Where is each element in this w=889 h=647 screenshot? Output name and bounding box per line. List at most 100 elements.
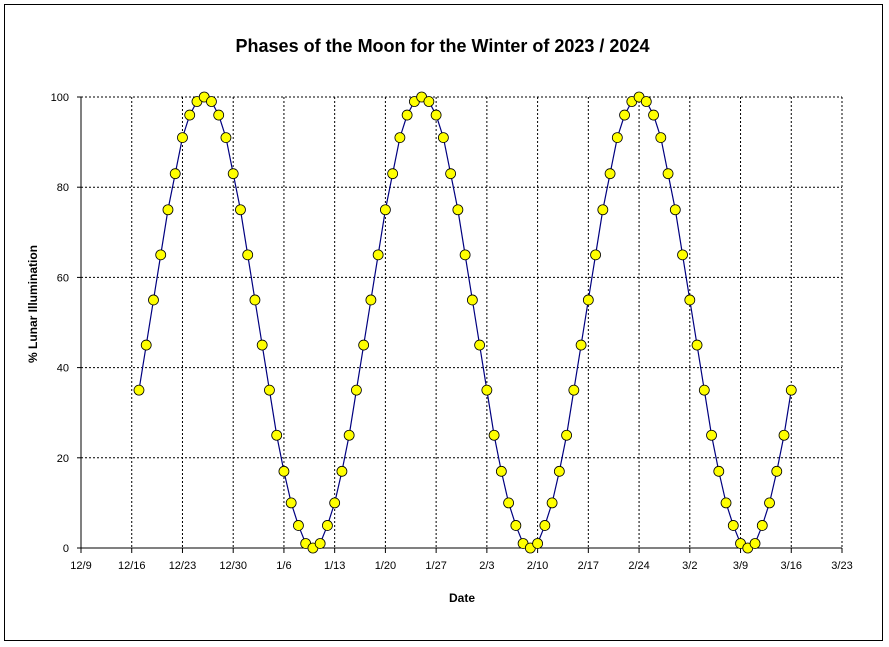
data-point xyxy=(184,109,196,121)
data-point xyxy=(756,520,768,531)
x-tick-label: 1/27 xyxy=(425,560,446,572)
x-tick-label: 1/6 xyxy=(276,560,291,572)
x-tick-label: 2/24 xyxy=(628,560,649,572)
data-point xyxy=(322,520,333,531)
x-tick-label: 12/23 xyxy=(169,560,197,572)
data-point xyxy=(611,132,623,143)
data-point xyxy=(445,168,457,180)
x-tick-label: 1/13 xyxy=(324,560,345,572)
x-tick-label: 2/10 xyxy=(527,560,548,572)
data-point xyxy=(387,168,399,180)
data-point xyxy=(466,294,478,306)
data-point xyxy=(271,429,283,441)
data-point xyxy=(401,109,413,121)
data-point xyxy=(351,384,362,396)
data-point xyxy=(220,132,232,143)
data-point xyxy=(177,132,188,143)
x-tick-label: 3/16 xyxy=(781,560,802,572)
x-tick-label: 2/3 xyxy=(479,560,494,572)
data-point xyxy=(264,384,275,396)
x-tick-label: 2/17 xyxy=(578,560,599,572)
data-point xyxy=(785,384,797,396)
data-point xyxy=(293,520,304,531)
y-tick-label: 100 xyxy=(51,92,69,104)
data-point xyxy=(314,538,326,549)
data-point xyxy=(495,465,507,477)
data-point xyxy=(706,429,717,441)
data-point xyxy=(582,294,594,306)
y-tick-label: 20 xyxy=(57,453,69,465)
x-tick-label: 12/9 xyxy=(70,560,91,572)
data-point xyxy=(691,339,703,351)
x-tick-label: 3/9 xyxy=(733,560,748,572)
y-tick-label: 60 xyxy=(57,272,69,284)
x-tick-label: 12/30 xyxy=(219,560,247,572)
data-point xyxy=(553,465,565,477)
data-point xyxy=(372,249,384,261)
data-point xyxy=(459,249,471,261)
data-point xyxy=(771,465,783,477)
data-point xyxy=(278,465,290,477)
data-point xyxy=(655,132,667,143)
data-point xyxy=(604,168,616,180)
data-point xyxy=(481,384,493,396)
data-point xyxy=(256,339,268,351)
x-axis-label: Date xyxy=(448,591,476,605)
data-point xyxy=(510,520,522,531)
data-point xyxy=(503,497,515,509)
data-point xyxy=(242,249,254,261)
data-point xyxy=(669,204,681,216)
data-point xyxy=(720,497,732,509)
data-point xyxy=(662,168,674,180)
data-point xyxy=(162,204,174,216)
data-point xyxy=(133,384,145,396)
data-point xyxy=(684,294,696,306)
x-tick-label: 12/16 xyxy=(118,560,146,572)
data-point xyxy=(430,109,442,121)
data-point xyxy=(423,96,435,107)
data-point xyxy=(727,520,739,531)
chart-title: Phases of the Moon for the Winter of 202… xyxy=(235,36,650,56)
data-point xyxy=(539,520,551,531)
data-point xyxy=(452,204,464,216)
data-point xyxy=(394,132,406,143)
data-point xyxy=(155,249,167,261)
data-point xyxy=(575,339,587,351)
data-point xyxy=(568,384,580,396)
data-point xyxy=(343,429,355,441)
data-point xyxy=(235,204,246,216)
y-tick-label: 0 xyxy=(63,543,69,555)
data-point xyxy=(698,384,710,396)
data-point xyxy=(474,339,486,351)
data-point xyxy=(713,465,725,477)
x-tick-label: 3/2 xyxy=(682,560,697,572)
x-tick-label: 3/23 xyxy=(831,560,852,572)
data-point xyxy=(749,538,761,549)
data-point xyxy=(597,204,609,216)
data-point xyxy=(329,497,341,509)
data-point xyxy=(640,96,652,107)
data-point xyxy=(140,339,152,351)
data-point xyxy=(206,96,217,107)
data-point xyxy=(379,204,391,216)
x-tick-label: 1/20 xyxy=(375,560,396,572)
data-point xyxy=(358,339,370,351)
data-point xyxy=(677,249,688,261)
data-point xyxy=(619,109,630,121)
data-point xyxy=(249,294,261,306)
data-point xyxy=(148,294,159,306)
data-point xyxy=(437,132,449,143)
data-point xyxy=(561,429,572,441)
data-point xyxy=(213,109,225,121)
data-point xyxy=(546,497,558,509)
data-point xyxy=(365,294,377,306)
data-point xyxy=(648,109,659,121)
data-point xyxy=(169,168,181,180)
series-line xyxy=(138,96,792,549)
data-point xyxy=(336,465,348,477)
data-point xyxy=(778,429,790,441)
data-point xyxy=(590,249,601,261)
y-tick-label: 40 xyxy=(57,363,69,375)
data-point xyxy=(764,497,775,509)
